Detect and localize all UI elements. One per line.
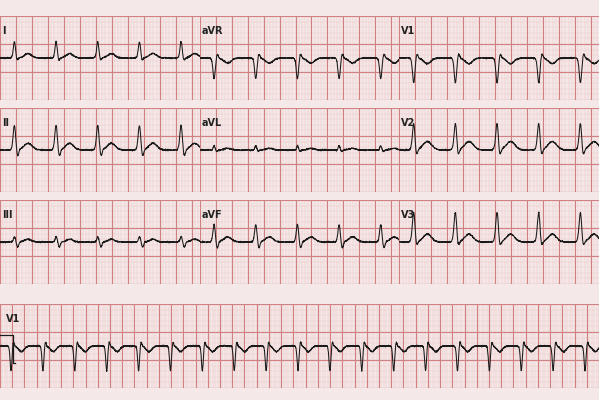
Text: V1: V1: [401, 26, 416, 36]
Text: aVL: aVL: [202, 118, 222, 128]
Text: V3: V3: [401, 210, 416, 220]
Text: I: I: [2, 26, 5, 36]
Text: II: II: [2, 118, 9, 128]
Text: V2: V2: [401, 118, 416, 128]
Text: aVR: aVR: [202, 26, 223, 36]
Text: aVF: aVF: [202, 210, 222, 220]
Text: V1: V1: [6, 314, 20, 324]
Text: III: III: [2, 210, 13, 220]
